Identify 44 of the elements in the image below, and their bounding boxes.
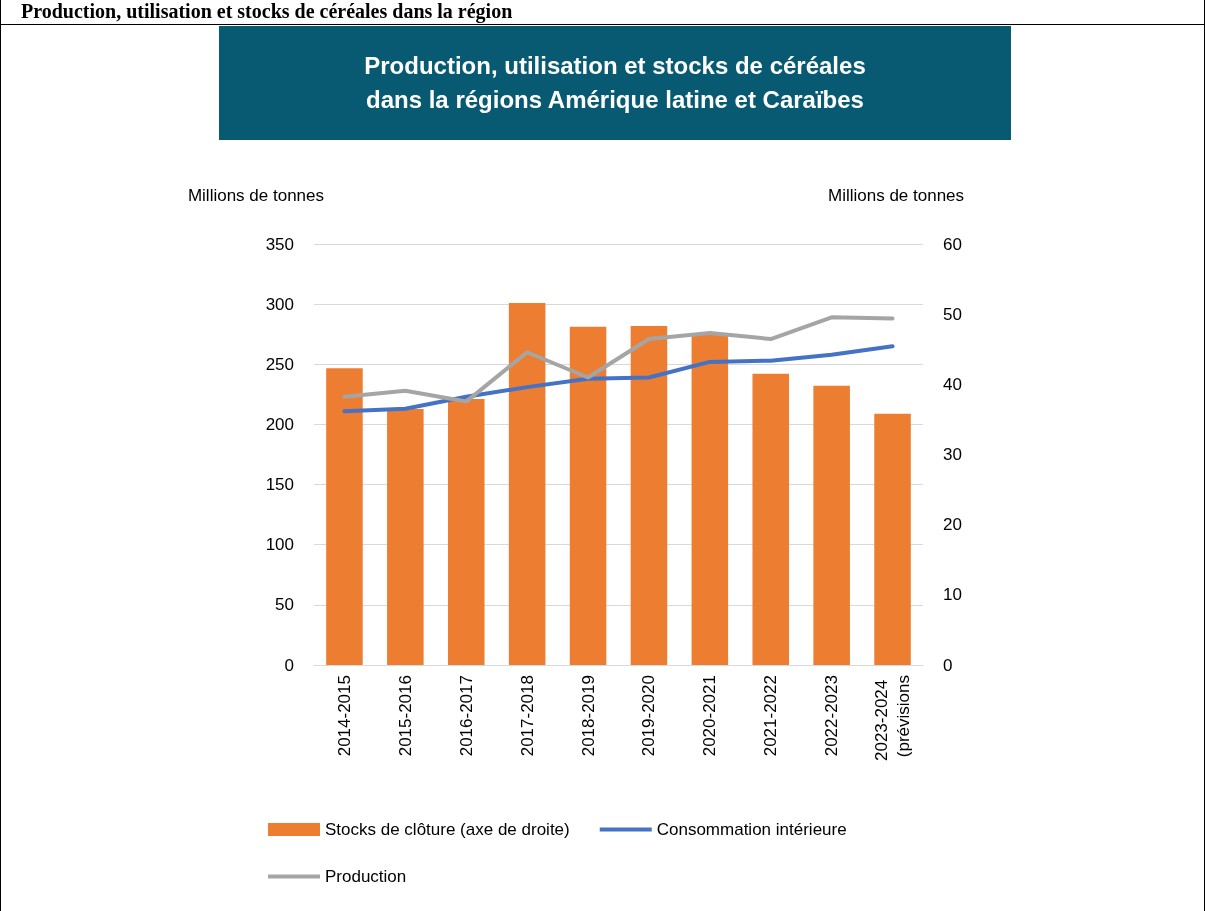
y-tick-label: 100 <box>265 535 294 555</box>
legend-label: Production <box>325 867 407 886</box>
x-tick-label: 2018-2019 <box>578 675 598 757</box>
bar <box>752 373 790 665</box>
y-tick-label: 50 <box>275 595 294 615</box>
y-tick-label: 150 <box>265 475 294 495</box>
bar <box>630 326 668 665</box>
y2-tick-label: 60 <box>943 234 962 254</box>
y-tick-label: 350 <box>265 234 294 254</box>
x-tick-label: 2015-2016 <box>395 675 415 757</box>
bar <box>691 334 729 665</box>
line-series <box>342 315 895 404</box>
bar <box>387 408 424 665</box>
y2-tick-label: 30 <box>943 445 962 464</box>
line-series <box>342 344 895 414</box>
legend-label: Consommation intérieure <box>656 820 847 839</box>
x-tick-label: 2017-2018 <box>517 675 537 757</box>
x-tick-label: 2022-2023 <box>822 675 842 757</box>
y-tick-label: 250 <box>265 354 294 374</box>
y-tick-label: 200 <box>265 414 294 434</box>
x-tick-label: 2019-2020 <box>639 675 659 757</box>
bar <box>508 302 546 665</box>
text: Production, utilisation et stocks de céréales dans la région <box>21 0 513 22</box>
y2-tick-label: 0 <box>943 655 953 675</box>
y2-tick-label: 20 <box>943 515 962 535</box>
x-tick-label: 2021-2022 <box>761 675 781 757</box>
y-axis-title: Millions de tonnes <box>187 186 324 205</box>
y2-tick-label: 10 <box>943 585 962 605</box>
legend-label: Stocks de clôture (axe de droite) <box>325 820 570 839</box>
x-tick-label: 2014-2015 <box>334 675 354 757</box>
bar <box>326 368 363 665</box>
x-tick-label: 2016-2017 <box>456 675 476 757</box>
y2-tick-label: 40 <box>943 374 962 394</box>
bar <box>874 413 911 665</box>
chart-title: Production, utilisation et stocks de céréales dans la régions Amérique latine et Caraïbes <box>219 26 1011 140</box>
x-tick-label: 2020-2021 <box>700 675 720 757</box>
bar <box>447 399 485 665</box>
y-tick-label: 0 <box>284 655 294 675</box>
x-tick-label: 2023-2024 (prévisions <box>872 675 914 762</box>
y2-tick-label: 50 <box>943 304 962 324</box>
y2-axis-title: Millions de tonnes <box>828 186 965 205</box>
bar <box>813 385 850 665</box>
y-tick-label: 300 <box>265 294 294 314</box>
bar <box>569 326 607 665</box>
